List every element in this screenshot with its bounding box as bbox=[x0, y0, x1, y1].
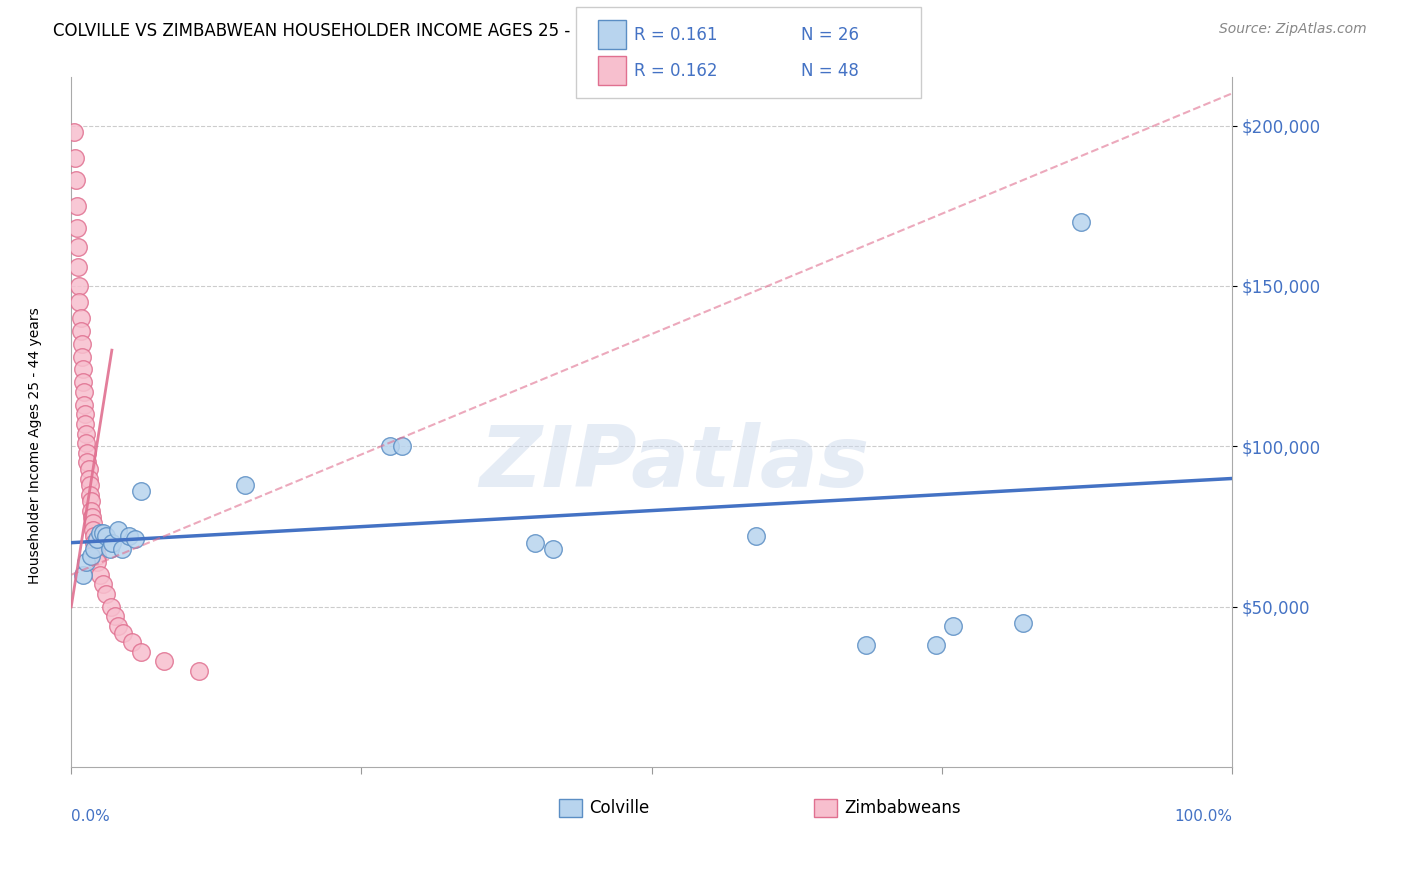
Point bbox=[112, 625, 135, 640]
Point bbox=[391, 439, 413, 453]
Point bbox=[101, 535, 124, 549]
Point bbox=[124, 533, 146, 547]
Text: COLVILLE VS ZIMBABWEAN HOUSEHOLDER INCOME AGES 25 - 44 YEARS CORRELATION CHART: COLVILLE VS ZIMBABWEAN HOUSEHOLDER INCOM… bbox=[53, 22, 841, 40]
Point bbox=[75, 426, 97, 441]
Point bbox=[70, 350, 93, 364]
Point bbox=[83, 529, 105, 543]
Point bbox=[75, 555, 97, 569]
Point bbox=[63, 151, 86, 165]
Text: R = 0.161: R = 0.161 bbox=[634, 26, 717, 44]
Point bbox=[83, 535, 105, 549]
Point bbox=[91, 577, 114, 591]
Point bbox=[82, 516, 104, 531]
Point bbox=[66, 221, 89, 235]
Point bbox=[380, 439, 402, 453]
Text: Zimbabweans: Zimbabweans bbox=[844, 799, 960, 817]
Point bbox=[84, 542, 107, 557]
Point bbox=[76, 446, 98, 460]
Point bbox=[89, 526, 111, 541]
Point bbox=[129, 484, 152, 499]
Point bbox=[80, 503, 103, 517]
Text: 100.0%: 100.0% bbox=[1174, 809, 1232, 823]
Text: N = 26: N = 26 bbox=[801, 26, 859, 44]
Point bbox=[70, 336, 93, 351]
Point bbox=[67, 260, 90, 274]
Point bbox=[67, 240, 90, 254]
Text: ZIPatlas: ZIPatlas bbox=[479, 422, 870, 505]
Point bbox=[82, 510, 104, 524]
Point bbox=[187, 664, 209, 678]
Point bbox=[233, 478, 256, 492]
Point bbox=[107, 523, 129, 537]
Point bbox=[72, 362, 94, 376]
Point bbox=[75, 436, 97, 450]
Point bbox=[75, 417, 97, 431]
Point bbox=[94, 587, 117, 601]
Text: Householder Income Ages 25 - 44 years: Householder Income Ages 25 - 44 years bbox=[28, 308, 42, 584]
Point bbox=[80, 494, 103, 508]
Point bbox=[79, 478, 101, 492]
Point bbox=[86, 533, 108, 547]
Point bbox=[104, 609, 127, 624]
Point bbox=[72, 376, 94, 390]
Point bbox=[129, 645, 152, 659]
Text: 0.0%: 0.0% bbox=[72, 809, 110, 823]
Bar bbox=[814, 799, 837, 817]
Point bbox=[86, 555, 108, 569]
Point bbox=[942, 619, 965, 633]
Point bbox=[541, 542, 564, 557]
Point bbox=[745, 529, 768, 543]
Point bbox=[69, 311, 91, 326]
Text: N = 48: N = 48 bbox=[801, 62, 859, 79]
Point bbox=[80, 549, 103, 563]
Point bbox=[98, 542, 121, 557]
Point bbox=[855, 638, 877, 652]
Point bbox=[76, 455, 98, 469]
Text: Colville: Colville bbox=[589, 799, 650, 817]
Point bbox=[62, 125, 84, 139]
Point bbox=[67, 279, 90, 293]
Point bbox=[94, 529, 117, 543]
Point bbox=[66, 199, 89, 213]
Bar bbox=[558, 799, 582, 817]
Point bbox=[524, 535, 547, 549]
Point bbox=[83, 542, 105, 557]
Point bbox=[153, 654, 176, 668]
Point bbox=[77, 471, 100, 485]
Point bbox=[65, 173, 87, 187]
Point bbox=[73, 384, 96, 399]
Point bbox=[111, 542, 134, 557]
Point bbox=[89, 567, 111, 582]
Point bbox=[73, 398, 96, 412]
Text: R = 0.162: R = 0.162 bbox=[634, 62, 717, 79]
Point bbox=[72, 567, 94, 582]
Point bbox=[118, 529, 141, 543]
Point bbox=[91, 526, 114, 541]
Point bbox=[107, 619, 129, 633]
Point bbox=[925, 638, 948, 652]
Point bbox=[67, 295, 90, 310]
Point bbox=[100, 599, 122, 614]
Point bbox=[75, 407, 97, 421]
Text: Source: ZipAtlas.com: Source: ZipAtlas.com bbox=[1219, 22, 1367, 37]
Point bbox=[86, 549, 108, 563]
Point bbox=[1012, 615, 1035, 630]
Point bbox=[77, 462, 100, 476]
Point bbox=[79, 487, 101, 501]
Point bbox=[1070, 215, 1092, 229]
Point bbox=[69, 324, 91, 338]
Point bbox=[121, 635, 143, 649]
Point bbox=[82, 523, 104, 537]
